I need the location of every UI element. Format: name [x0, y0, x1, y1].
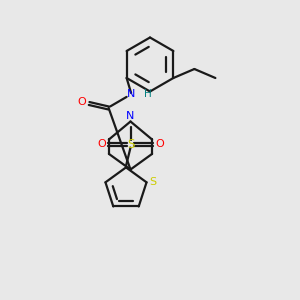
Text: S: S	[150, 177, 157, 187]
Text: N: N	[126, 111, 135, 121]
Text: O: O	[97, 139, 106, 149]
Text: O: O	[155, 139, 164, 149]
Text: S: S	[127, 137, 134, 151]
Text: H: H	[144, 89, 152, 100]
Text: N: N	[127, 89, 135, 100]
Text: O: O	[77, 97, 86, 107]
